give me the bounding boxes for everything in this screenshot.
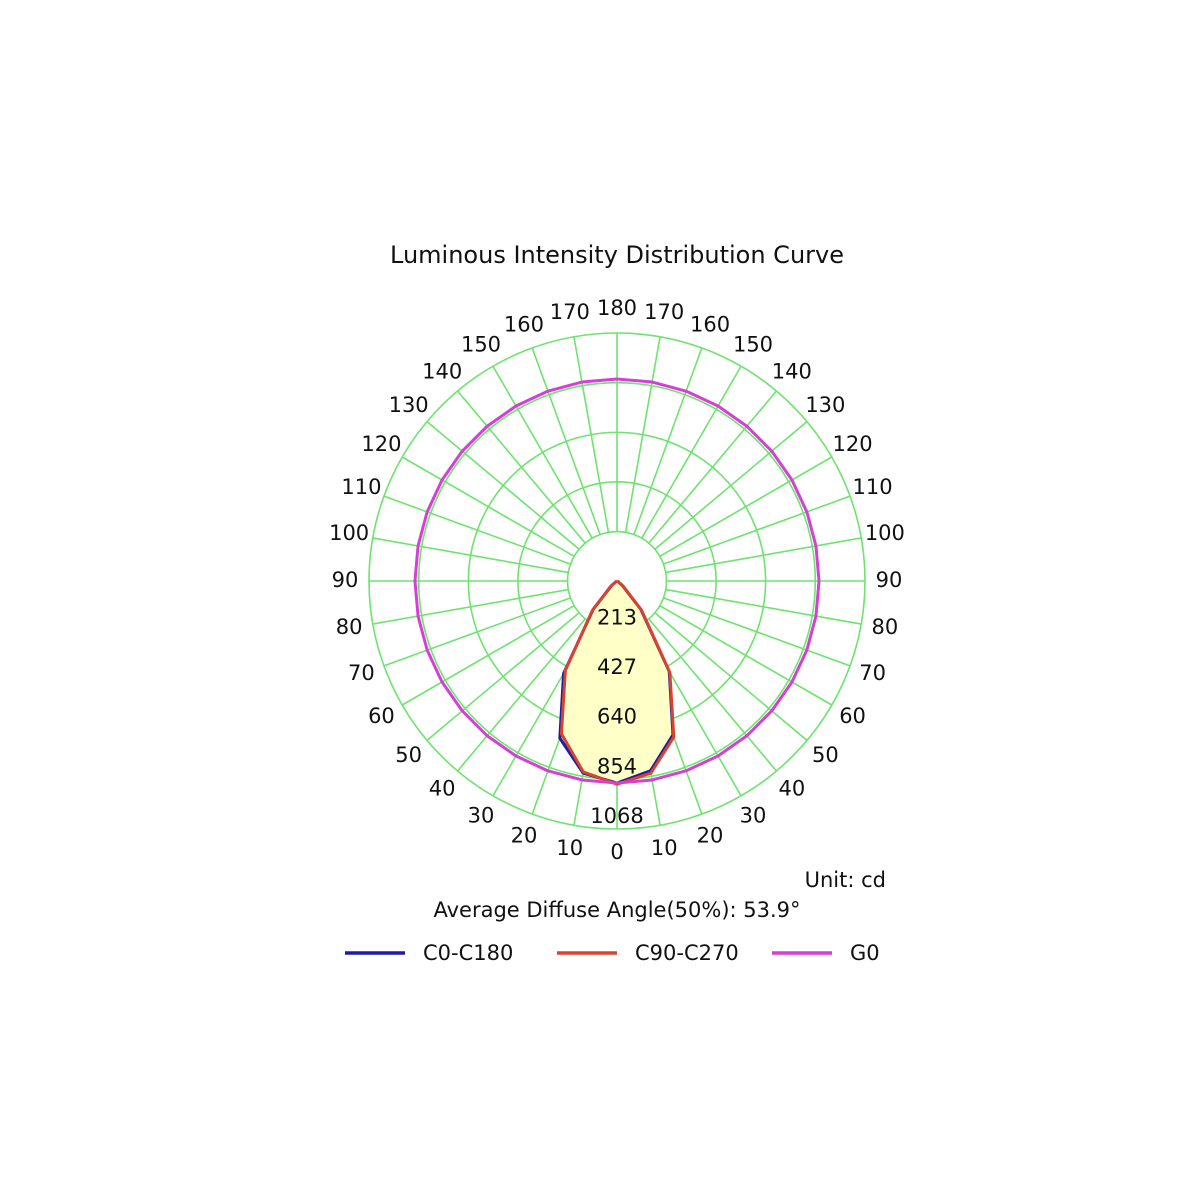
angle-label: 70 (348, 661, 375, 685)
angle-label: 50 (395, 743, 422, 767)
legend-label: C0-C180 (423, 941, 513, 965)
unit-label: Unit: cd (805, 868, 886, 892)
angle-label: 90 (332, 568, 359, 592)
angle-label: 180 (597, 296, 637, 320)
angle-label: 80 (336, 615, 363, 639)
r-tick-label: 427 (597, 655, 637, 679)
angle-label: 30 (468, 804, 495, 828)
angle-label: 120 (833, 432, 873, 456)
legend-label: G0 (850, 941, 880, 965)
angle-label: 20 (511, 824, 538, 848)
angle-label: 160 (690, 312, 730, 336)
angle-label: 170 (550, 300, 590, 324)
angle-label: 50 (812, 743, 839, 767)
angle-label: 20 (697, 824, 724, 848)
angle-label: 10 (556, 836, 583, 860)
legend-label: C90-C270 (635, 941, 739, 965)
angle-label: 90 (876, 568, 903, 592)
angle-label: 140 (422, 360, 462, 384)
angle-label: 160 (504, 312, 544, 336)
angle-label: 60 (368, 704, 395, 728)
angle-label: 80 (872, 615, 899, 639)
angle-label: 10 (651, 836, 678, 860)
angle-label: 30 (740, 804, 767, 828)
angle-label: 130 (805, 393, 845, 417)
angle-label: 170 (644, 300, 684, 324)
angle-label: 100 (865, 521, 905, 545)
angle-label: 110 (853, 475, 893, 499)
r-tick-label: 854 (597, 754, 637, 778)
angle-label: 140 (772, 360, 812, 384)
angle-label: 40 (778, 776, 805, 800)
angle-label: 0 (610, 840, 623, 864)
chart-title: Luminous Intensity Distribution Curve (390, 241, 844, 269)
angle-label: 110 (341, 475, 381, 499)
angle-label: 40 (429, 776, 456, 800)
angle-label: 60 (839, 704, 866, 728)
r-tick-label: 213 (597, 605, 637, 629)
series-line (413, 377, 821, 785)
angle-label: 120 (361, 432, 401, 456)
angle-label: 130 (389, 393, 429, 417)
angle-label: 150 (461, 332, 501, 356)
r-tick-label: 640 (597, 705, 637, 729)
angle-label: 100 (329, 521, 369, 545)
angle-label: 70 (859, 661, 886, 685)
annotation: Average Diffuse Angle(50%): 53.9° (433, 898, 800, 922)
r-tick-label: 1068 (590, 804, 643, 828)
grid-ring (368, 332, 866, 830)
angle-label: 150 (733, 332, 773, 356)
